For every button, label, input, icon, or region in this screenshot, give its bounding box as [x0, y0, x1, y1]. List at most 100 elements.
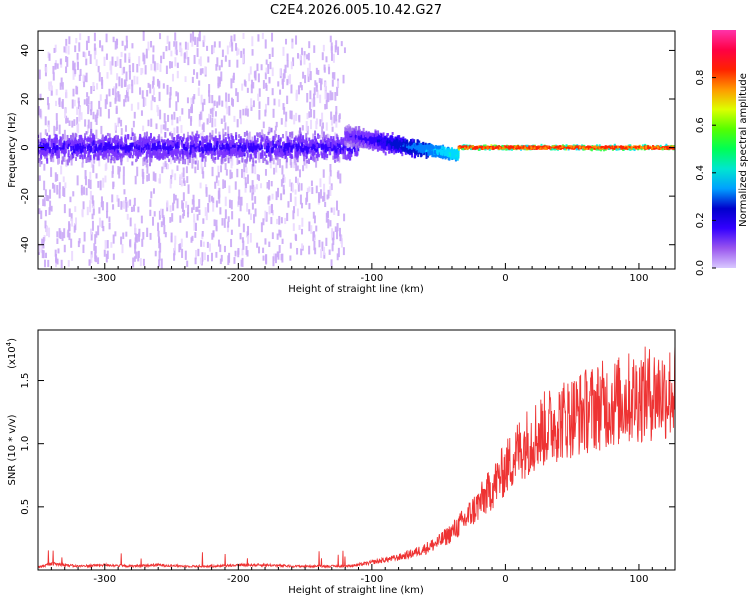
heatmap-cell [152, 144, 155, 151]
heatmap-cell [102, 146, 105, 150]
heatmap-cell [190, 97, 193, 105]
heatmap-cell [80, 148, 83, 154]
heatmap-cell [162, 154, 165, 158]
heatmap-cell [105, 150, 108, 154]
heatmap-cell [325, 56, 328, 63]
heatmap-cell [300, 183, 303, 191]
heatmap-cell [275, 155, 278, 160]
heatmap-cell [85, 131, 88, 135]
heatmap-cell [314, 137, 317, 144]
heatmap-cell [204, 137, 207, 143]
heatmap-cell [201, 252, 204, 262]
heatmap-cell [214, 135, 217, 140]
heatmap-cell [82, 201, 85, 210]
heatmap-cell [208, 94, 211, 104]
heatmap-cell [245, 144, 248, 150]
heatmap-cell [265, 59, 268, 65]
heatmap-cell [66, 117, 69, 123]
heatmap-cell [344, 154, 347, 160]
heatmap-cell [303, 55, 306, 65]
heatmap-cell [321, 52, 324, 61]
heatmap-cell [239, 204, 242, 212]
heatmap-cell [193, 213, 196, 223]
heatmap-cell [54, 148, 57, 153]
heatmap-cell [211, 130, 214, 139]
heatmap-cell [63, 129, 66, 140]
heatmap-cell [135, 155, 138, 162]
heatmap-cell [271, 47, 274, 57]
heatmap-cell [100, 202, 103, 208]
heatmap-cell [166, 146, 169, 150]
heatmap-cell [279, 138, 282, 145]
heatmap-cell [195, 138, 198, 145]
heatmap-cell [90, 130, 93, 136]
heatmap-cell [246, 250, 249, 257]
heatmap-cell [160, 221, 163, 228]
heatmap-cell [156, 104, 159, 113]
heatmap-cell [350, 136, 353, 141]
heatmap-cell [166, 153, 169, 159]
heatmap-cell [184, 76, 187, 83]
heatmap-cell [246, 236, 249, 244]
heatmap-cell [198, 199, 201, 209]
heatmap-cell [65, 115, 68, 124]
heatmap-cell [47, 195, 50, 202]
heatmap-cell [87, 36, 90, 44]
heatmap-cell [356, 142, 359, 148]
heatmap-cell [224, 196, 227, 207]
heatmap-cell [187, 142, 190, 149]
heatmap-cell [59, 82, 62, 90]
heatmap-cell [383, 139, 386, 143]
heatmap-cell [96, 109, 99, 116]
heatmap-cell [271, 67, 274, 77]
heatmap-cell [301, 243, 304, 249]
heatmap-cell [374, 134, 377, 138]
heatmap-cell [359, 136, 362, 140]
heatmap-cell [110, 155, 113, 161]
heatmap-cell [202, 40, 205, 47]
heatmap-cell [112, 234, 115, 244]
heatmap-cell [422, 148, 425, 153]
heatmap-cell [398, 140, 401, 145]
heatmap-cell [427, 152, 430, 157]
heatmap-cell [149, 132, 152, 139]
heatmap-cell [64, 108, 67, 119]
heatmap-cell [55, 127, 58, 132]
heatmap-cell [249, 185, 252, 193]
heatmap-cell [244, 177, 247, 186]
heatmap-cell [436, 151, 439, 156]
heatmap-cell [318, 143, 321, 149]
heatmap-cell [334, 92, 337, 101]
heatmap-cell [55, 135, 58, 140]
heatmap-cell [258, 174, 261, 181]
heatmap-cell [303, 145, 306, 150]
heatmap-cell [273, 98, 276, 106]
heatmap-cell [105, 152, 108, 159]
heatmap-cell [443, 147, 446, 152]
heatmap-cell [133, 75, 136, 85]
heatmap-cell [91, 133, 94, 138]
heatmap-cell [53, 184, 56, 193]
heatmap-cell [450, 149, 453, 153]
heatmap-cell [97, 150, 100, 156]
heatmap-cell [345, 156, 348, 161]
heatmap-cell [44, 209, 47, 217]
heatmap-cell [374, 146, 377, 150]
heatmap-cell [254, 139, 257, 146]
heatmap-cell [407, 150, 410, 154]
heatmap-cell [160, 124, 163, 134]
heatmap-cell [362, 127, 365, 132]
heatmap-cell [265, 103, 268, 113]
heatmap-cell [50, 143, 53, 149]
heatmap-cell [133, 111, 136, 119]
heatmap-cell [255, 140, 258, 145]
heatmap-cell [245, 130, 248, 136]
heatmap-cell [237, 147, 240, 152]
heatmap-cell [211, 107, 214, 118]
heatmap-cell [230, 78, 233, 89]
heatmap-cell [67, 260, 70, 267]
heatmap-cell [283, 106, 286, 115]
heatmap-cell [228, 59, 231, 67]
heatmap-cell [440, 154, 443, 158]
heatmap-cell [105, 253, 108, 263]
